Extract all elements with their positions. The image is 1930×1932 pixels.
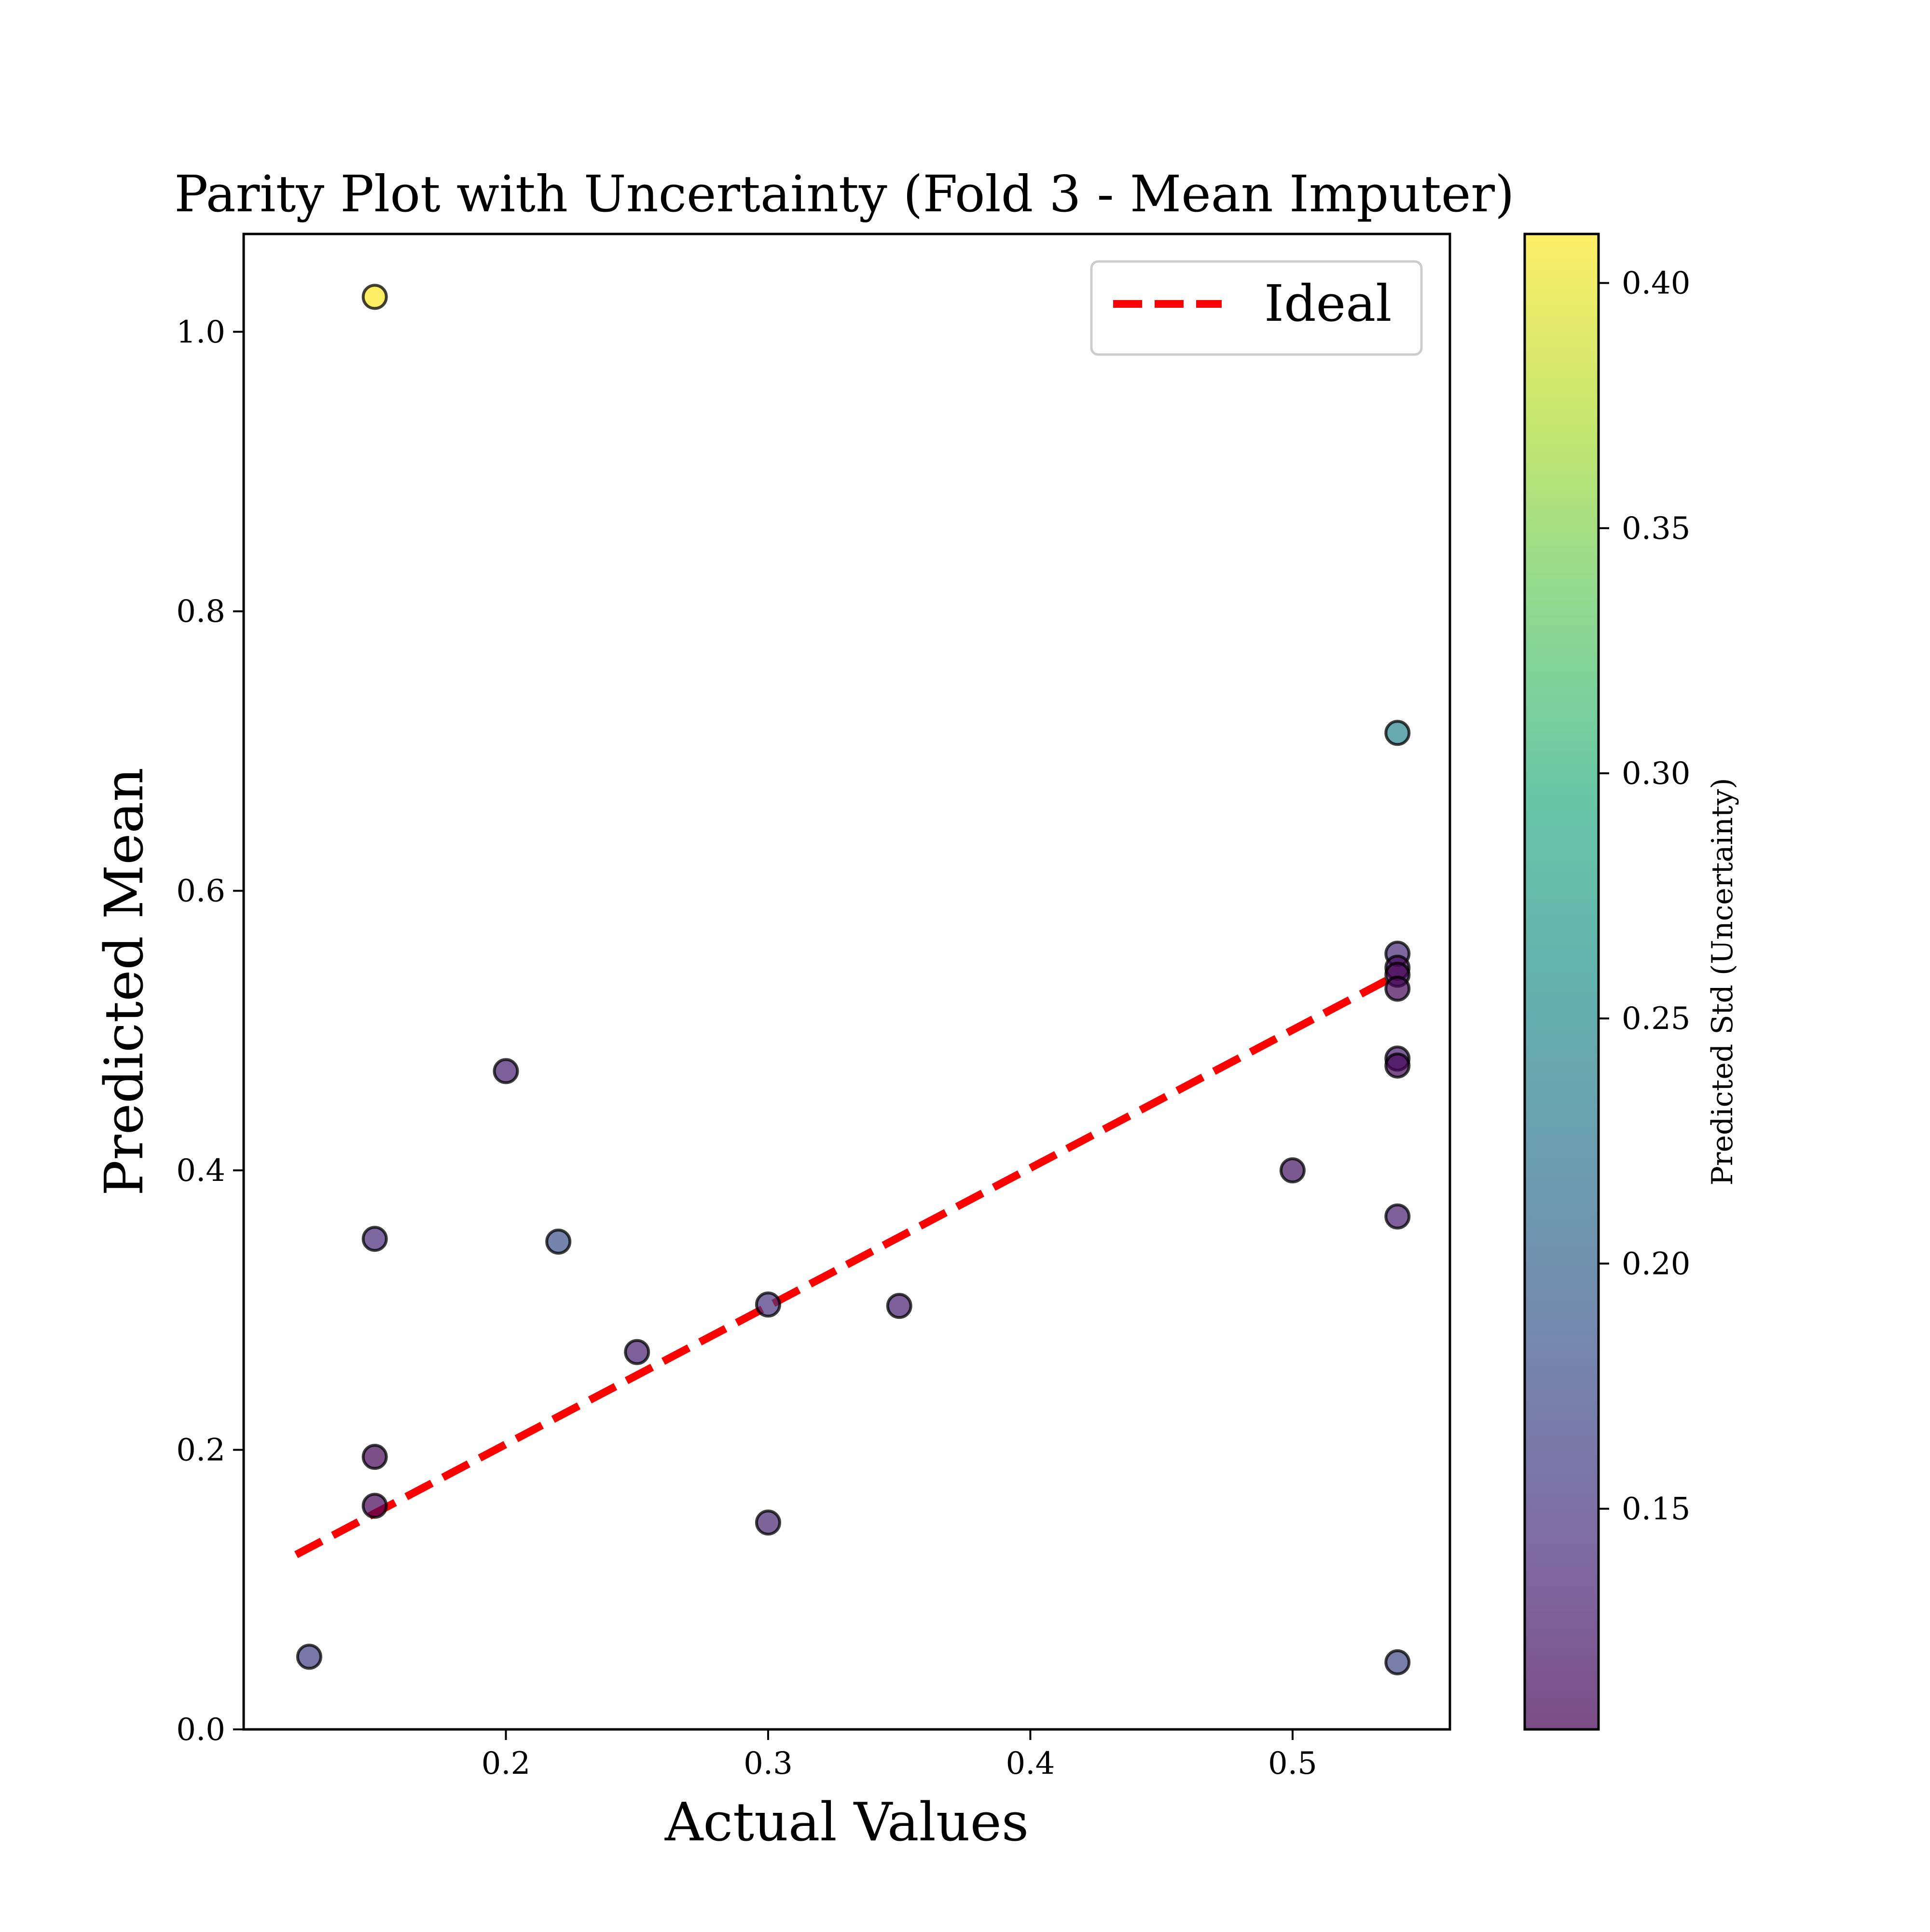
legend-ideal-label: Ideal xyxy=(1264,274,1392,333)
colorbar: 0.15 0.20 0.25 0.30 0.35 0.40 Predicted Std (… xyxy=(1523,233,1739,1731)
x-tick-label: 0.4 xyxy=(1006,1746,1055,1781)
scatter-point xyxy=(296,1644,322,1670)
y-axis-label: Predicted Mean xyxy=(93,767,155,1196)
y-tick-label: 1.0 xyxy=(176,315,225,350)
scatter-point xyxy=(755,1509,781,1536)
colorbar-tick-label: 0.35 xyxy=(1622,511,1691,547)
x-axis: 0.2 0.3 0.4 0.5 xyxy=(482,1729,1317,1781)
y-tick-label: 0.4 xyxy=(176,1153,225,1189)
scatter-point xyxy=(1384,1203,1411,1230)
scatter-points xyxy=(296,284,1411,1675)
y-tick-label: 0.8 xyxy=(176,594,225,630)
legend-box xyxy=(1090,260,1423,356)
colorbar-tick-label: 0.20 xyxy=(1622,1246,1691,1282)
scatter-point xyxy=(361,1493,388,1519)
scatter-point xyxy=(755,1291,781,1318)
colorbar-ticks: 0.15 0.20 0.25 0.30 0.35 0.40 xyxy=(1599,266,1691,1527)
scatter-point xyxy=(886,1293,912,1319)
y-axis: 0.0 0.2 0.4 0.6 0.8 1.0 xyxy=(176,315,244,1748)
x-axis-label: Actual Values xyxy=(664,1791,1029,1853)
scatter-point xyxy=(361,1444,388,1470)
scatter-point xyxy=(624,1339,650,1365)
colorbar-tick-label: 0.15 xyxy=(1622,1492,1691,1527)
plot-area xyxy=(244,234,1450,1729)
scatter-point xyxy=(545,1228,572,1255)
scatter-point xyxy=(1384,975,1411,1002)
scatter-point xyxy=(361,284,388,310)
scatter-point xyxy=(1279,1157,1306,1184)
y-tick-label: 0.0 xyxy=(176,1712,225,1748)
x-tick-label: 0.5 xyxy=(1268,1746,1317,1781)
colorbar-tick-label: 0.40 xyxy=(1622,266,1691,301)
scatter-point xyxy=(493,1058,519,1084)
y-tick-label: 0.2 xyxy=(176,1433,225,1468)
x-tick-label: 0.3 xyxy=(744,1746,793,1781)
colorbar-label: Predicted Std (Uncertainty) xyxy=(1706,778,1739,1185)
scatter-point xyxy=(1384,1052,1411,1079)
legend: Ideal xyxy=(1090,260,1423,356)
colorbar-tick-label: 0.25 xyxy=(1622,1001,1691,1037)
plot-frame xyxy=(242,233,1451,1731)
scatter-point xyxy=(361,1226,388,1252)
x-tick-label: 0.2 xyxy=(482,1746,531,1781)
scatter-point xyxy=(1384,720,1411,746)
y-tick-label: 0.6 xyxy=(176,874,225,909)
colorbar-gradient xyxy=(1525,234,1599,1729)
scatter-point xyxy=(1384,1649,1411,1675)
colorbar-tick-label: 0.30 xyxy=(1622,756,1691,792)
colorbar-frame xyxy=(1523,233,1600,1731)
chart-title: Parity Plot with Uncertainty (Fold 3 - M… xyxy=(174,164,1514,223)
